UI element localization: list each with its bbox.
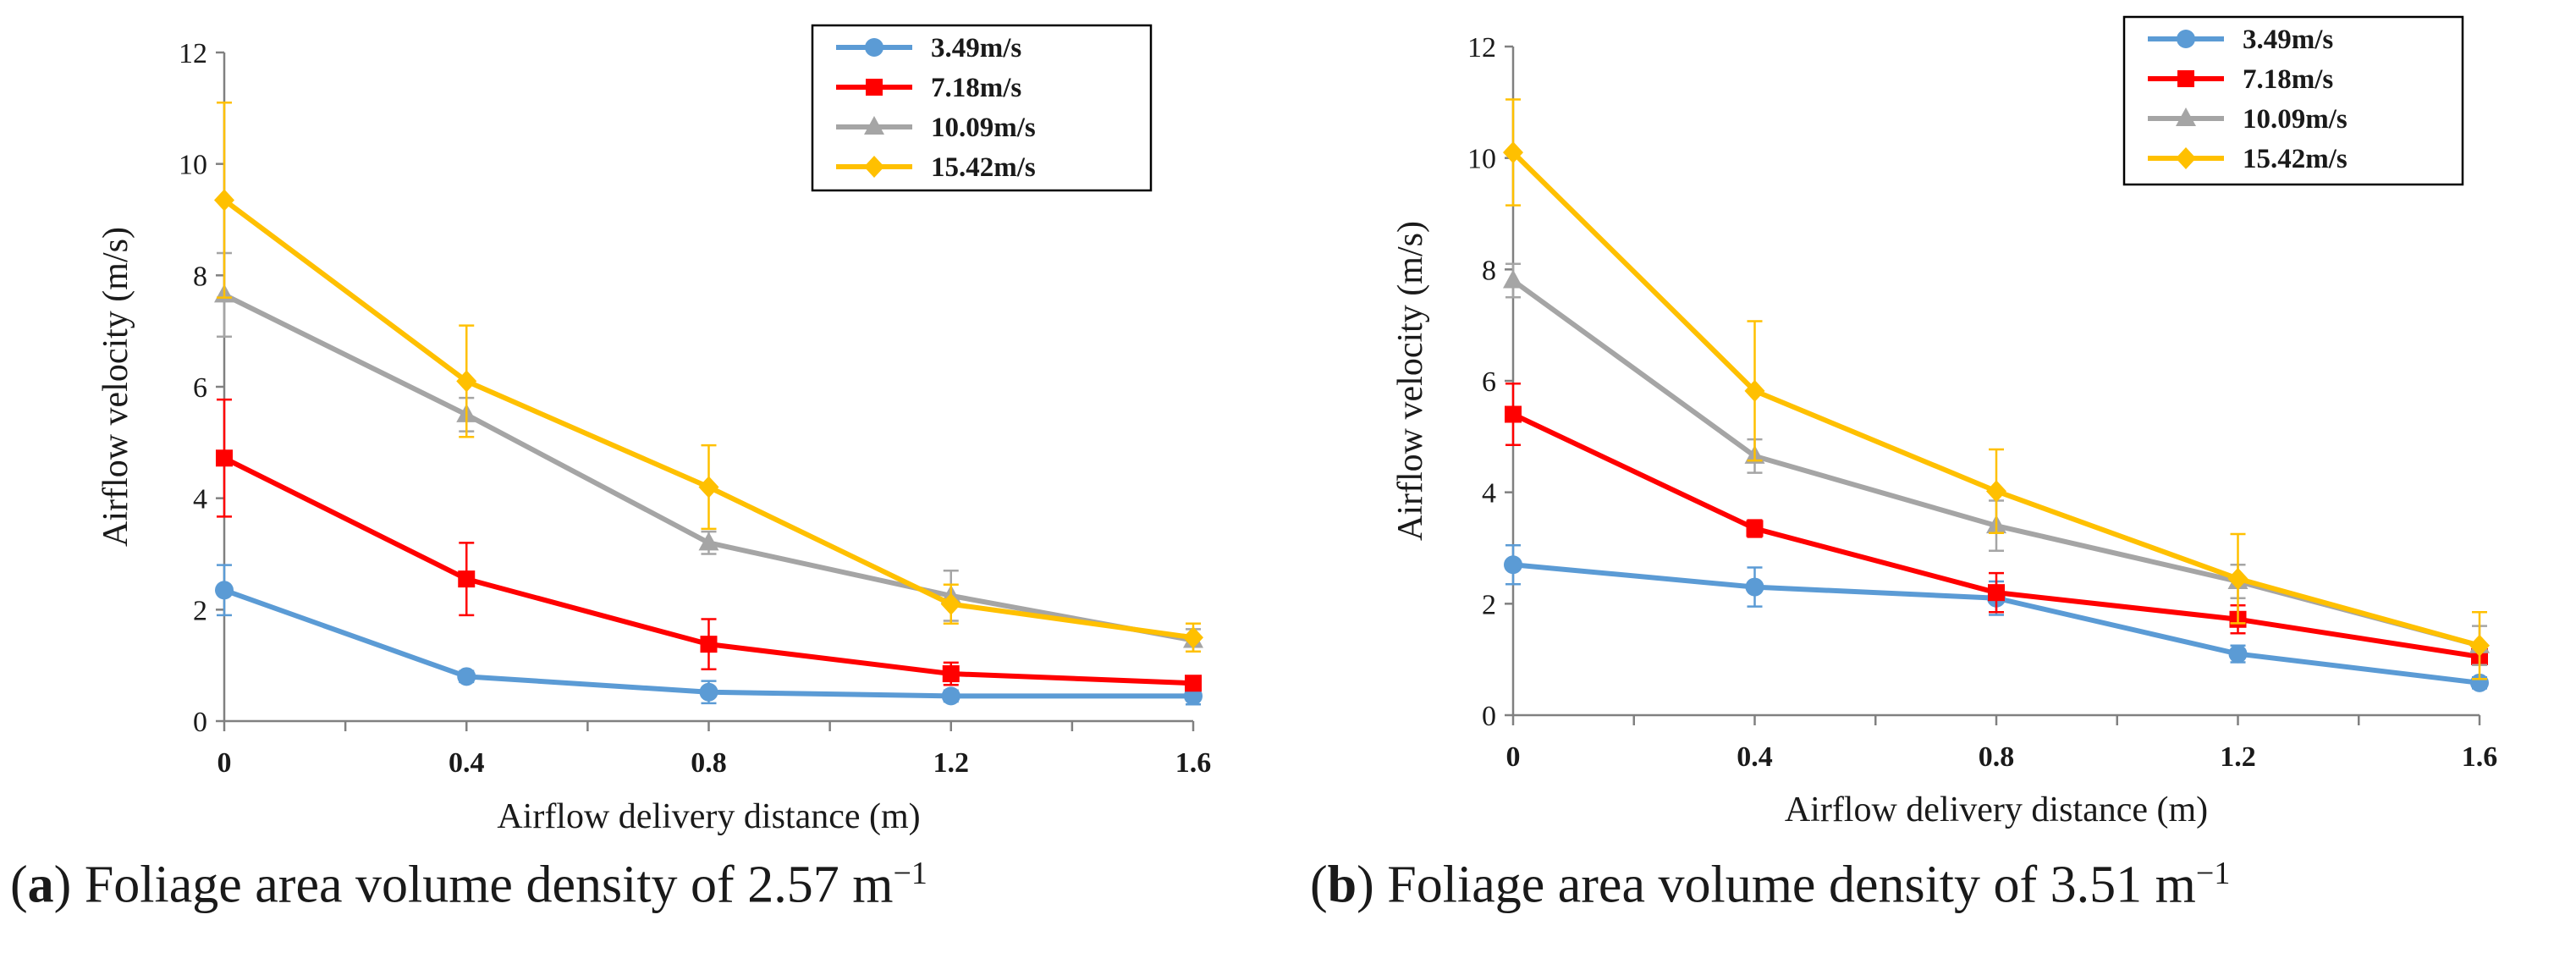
panel-a-y-tick-label: 12 bbox=[179, 38, 207, 69]
caption-a-label: a bbox=[27, 856, 54, 914]
panel-a-series-4-point bbox=[940, 592, 961, 615]
panel-a-series-4-point bbox=[456, 370, 477, 393]
panel-b-legend-marker bbox=[2177, 30, 2195, 48]
panel-a-legend-label: 3.49m/s bbox=[931, 33, 1021, 63]
panel-b-legend-label: 7.18m/s bbox=[2243, 64, 2333, 95]
panel-a-series-4-line bbox=[223, 198, 1194, 641]
panel-a-x-tick-label: 0 bbox=[217, 747, 232, 779]
panel-a-legend-marker bbox=[864, 156, 884, 178]
panel-a-legend-label: 7.18m/s bbox=[931, 73, 1021, 103]
panel-b-series-2-point bbox=[1988, 584, 2005, 602]
panel-b-chart: 0 2 4 6 8 10 12 0 0.4 0.8 1.2 1.6 Airflow delivery d… bbox=[1391, 15, 2498, 829]
panel-b-y-tick-label: 6 bbox=[1482, 366, 1496, 398]
panel-a-legend-marker bbox=[864, 116, 884, 135]
panel-a-series-3-point bbox=[698, 532, 719, 551]
panel-b-series-2-point bbox=[1505, 405, 1522, 423]
panel-b-y-axis-label: Airflow velocity (m/s) bbox=[1391, 221, 1430, 541]
panel-a-series-1-point bbox=[941, 686, 960, 706]
panel-a-series-4-point bbox=[698, 476, 719, 499]
panel-a-series-2-point bbox=[942, 665, 960, 683]
panel-a-y-tick-label: 0 bbox=[193, 707, 207, 738]
panel-b-series-1-point bbox=[2228, 644, 2248, 664]
panel-a-legend-marker bbox=[866, 79, 883, 96]
panel-a-y-tick-label: 4 bbox=[193, 484, 207, 515]
panel-b-x-axis-label: Airflow delivery distance (m) bbox=[1785, 790, 2208, 829]
caption-b-label: b bbox=[1327, 856, 1357, 914]
panel-a-chart: 0 2 4 6 8 10 12 0 0.4 0.8 1.2 1.6 Airflow delivery d… bbox=[96, 24, 1212, 836]
panel-b-series-4-line bbox=[1511, 150, 2480, 648]
panel-b-legend-marker bbox=[2177, 70, 2194, 87]
panel-b-legend-label: 10.09m/s bbox=[2243, 104, 2348, 135]
panel-b-y-tick-label: 8 bbox=[1482, 255, 1496, 286]
panel-a-y-tick-label: 2 bbox=[193, 595, 207, 626]
panel-b-series-1 bbox=[1504, 543, 2489, 692]
panel-a-legend-label: 10.09m/s bbox=[931, 113, 1036, 143]
caption-b-text: Foliage area volume density of 3.51 m bbox=[1387, 856, 2196, 914]
panel-b-series-4-point bbox=[1503, 141, 1523, 164]
caption-b-superscript: −1 bbox=[2195, 856, 2231, 891]
caption-b: (b) Foliage area volume density of 3.51 … bbox=[1310, 856, 2231, 914]
panel-b-legend: 3.49m/s 7.18m/s 10.09m/s 15.42m/s bbox=[2122, 15, 2464, 186]
panel-a-series-2-point bbox=[1185, 675, 1202, 692]
panel-b-series-1-point bbox=[1504, 555, 1522, 575]
panel-b-series-3-point bbox=[1503, 269, 1523, 289]
panel-a-legend: 3.49m/s 7.18m/s 10.09m/s 15.42m/s bbox=[811, 24, 1153, 192]
panel-b-legend-label: 15.42m/s bbox=[2243, 144, 2348, 174]
panel-a-series-2-point bbox=[458, 570, 476, 588]
panel-a-series-4-point bbox=[214, 189, 234, 212]
panel-a-x-tick-label: 1.2 bbox=[933, 747, 970, 779]
panel-a-y-tick-label: 10 bbox=[179, 150, 207, 181]
caption-a-superscript: −1 bbox=[893, 856, 927, 891]
panel-b-x-tick-label: 0.4 bbox=[1737, 741, 1773, 773]
panel-a-x-tick-label: 0.8 bbox=[691, 747, 727, 779]
panel-b-series-2-point bbox=[1746, 520, 1764, 537]
panel-b-series-1-point bbox=[1745, 577, 1764, 597]
caption-a-text: Foliage area volume density of 2.57 m bbox=[84, 856, 894, 914]
panel-a-legend-marker bbox=[865, 38, 883, 57]
panel-a-series-2-point bbox=[216, 449, 233, 467]
panel-b-series-4 bbox=[1503, 98, 2490, 680]
panel-b-x-tick-label: 1.6 bbox=[2462, 741, 2498, 773]
panel-a-series-2 bbox=[216, 398, 1202, 692]
panel-a-x-tick-label: 1.6 bbox=[1175, 747, 1212, 779]
panel-a-series-2-point bbox=[700, 636, 718, 653]
caption-a: (a) Foliage area volume density of 2.57 … bbox=[10, 856, 927, 914]
panel-b-y-tick-label: 10 bbox=[1467, 144, 1496, 175]
panel-a-series-1-point bbox=[457, 667, 476, 686]
panel-b-series-4-point bbox=[1986, 480, 2006, 503]
panel-b-x-tick-label: 0.8 bbox=[1979, 741, 2015, 773]
panel-b-x-tick-label: 0 bbox=[1506, 741, 1521, 773]
panel-b-x-tick-label: 1.2 bbox=[2220, 741, 2256, 773]
panel-b-series-4-point bbox=[2469, 634, 2490, 657]
panel-a-x-tick-label: 0.4 bbox=[449, 747, 485, 779]
panel-b-y-tick-label: 2 bbox=[1482, 589, 1496, 620]
panel-b-legend-marker bbox=[2176, 147, 2196, 169]
panel-a-series-4-point bbox=[1183, 626, 1203, 649]
panel-a-y-axis-label: Airflow velocity (m/s) bbox=[96, 227, 135, 547]
panel-b-y-tick-label: 0 bbox=[1482, 701, 1496, 732]
panel-b-legend-marker bbox=[2176, 107, 2196, 126]
panel-a-series-1-point bbox=[699, 682, 718, 702]
panel-b-series-4-point bbox=[2227, 567, 2248, 590]
panel-a-series-4 bbox=[214, 102, 1203, 653]
panel-a-y-tick-label: 8 bbox=[193, 261, 207, 292]
panel-a-series-1-point bbox=[215, 581, 234, 600]
panel-a-y-tick-label: 6 bbox=[193, 372, 207, 404]
panel-b-legend-label: 3.49m/s bbox=[2243, 25, 2333, 55]
panel-b-y-tick-label: 12 bbox=[1467, 32, 1496, 63]
panel-b-series-4-point bbox=[1744, 379, 1765, 402]
panel-b-y-tick-label: 4 bbox=[1482, 478, 1496, 510]
panel-a-x-axis-label: Airflow delivery distance (m) bbox=[497, 797, 920, 836]
panel-a-legend-label: 15.42m/s bbox=[931, 152, 1036, 183]
